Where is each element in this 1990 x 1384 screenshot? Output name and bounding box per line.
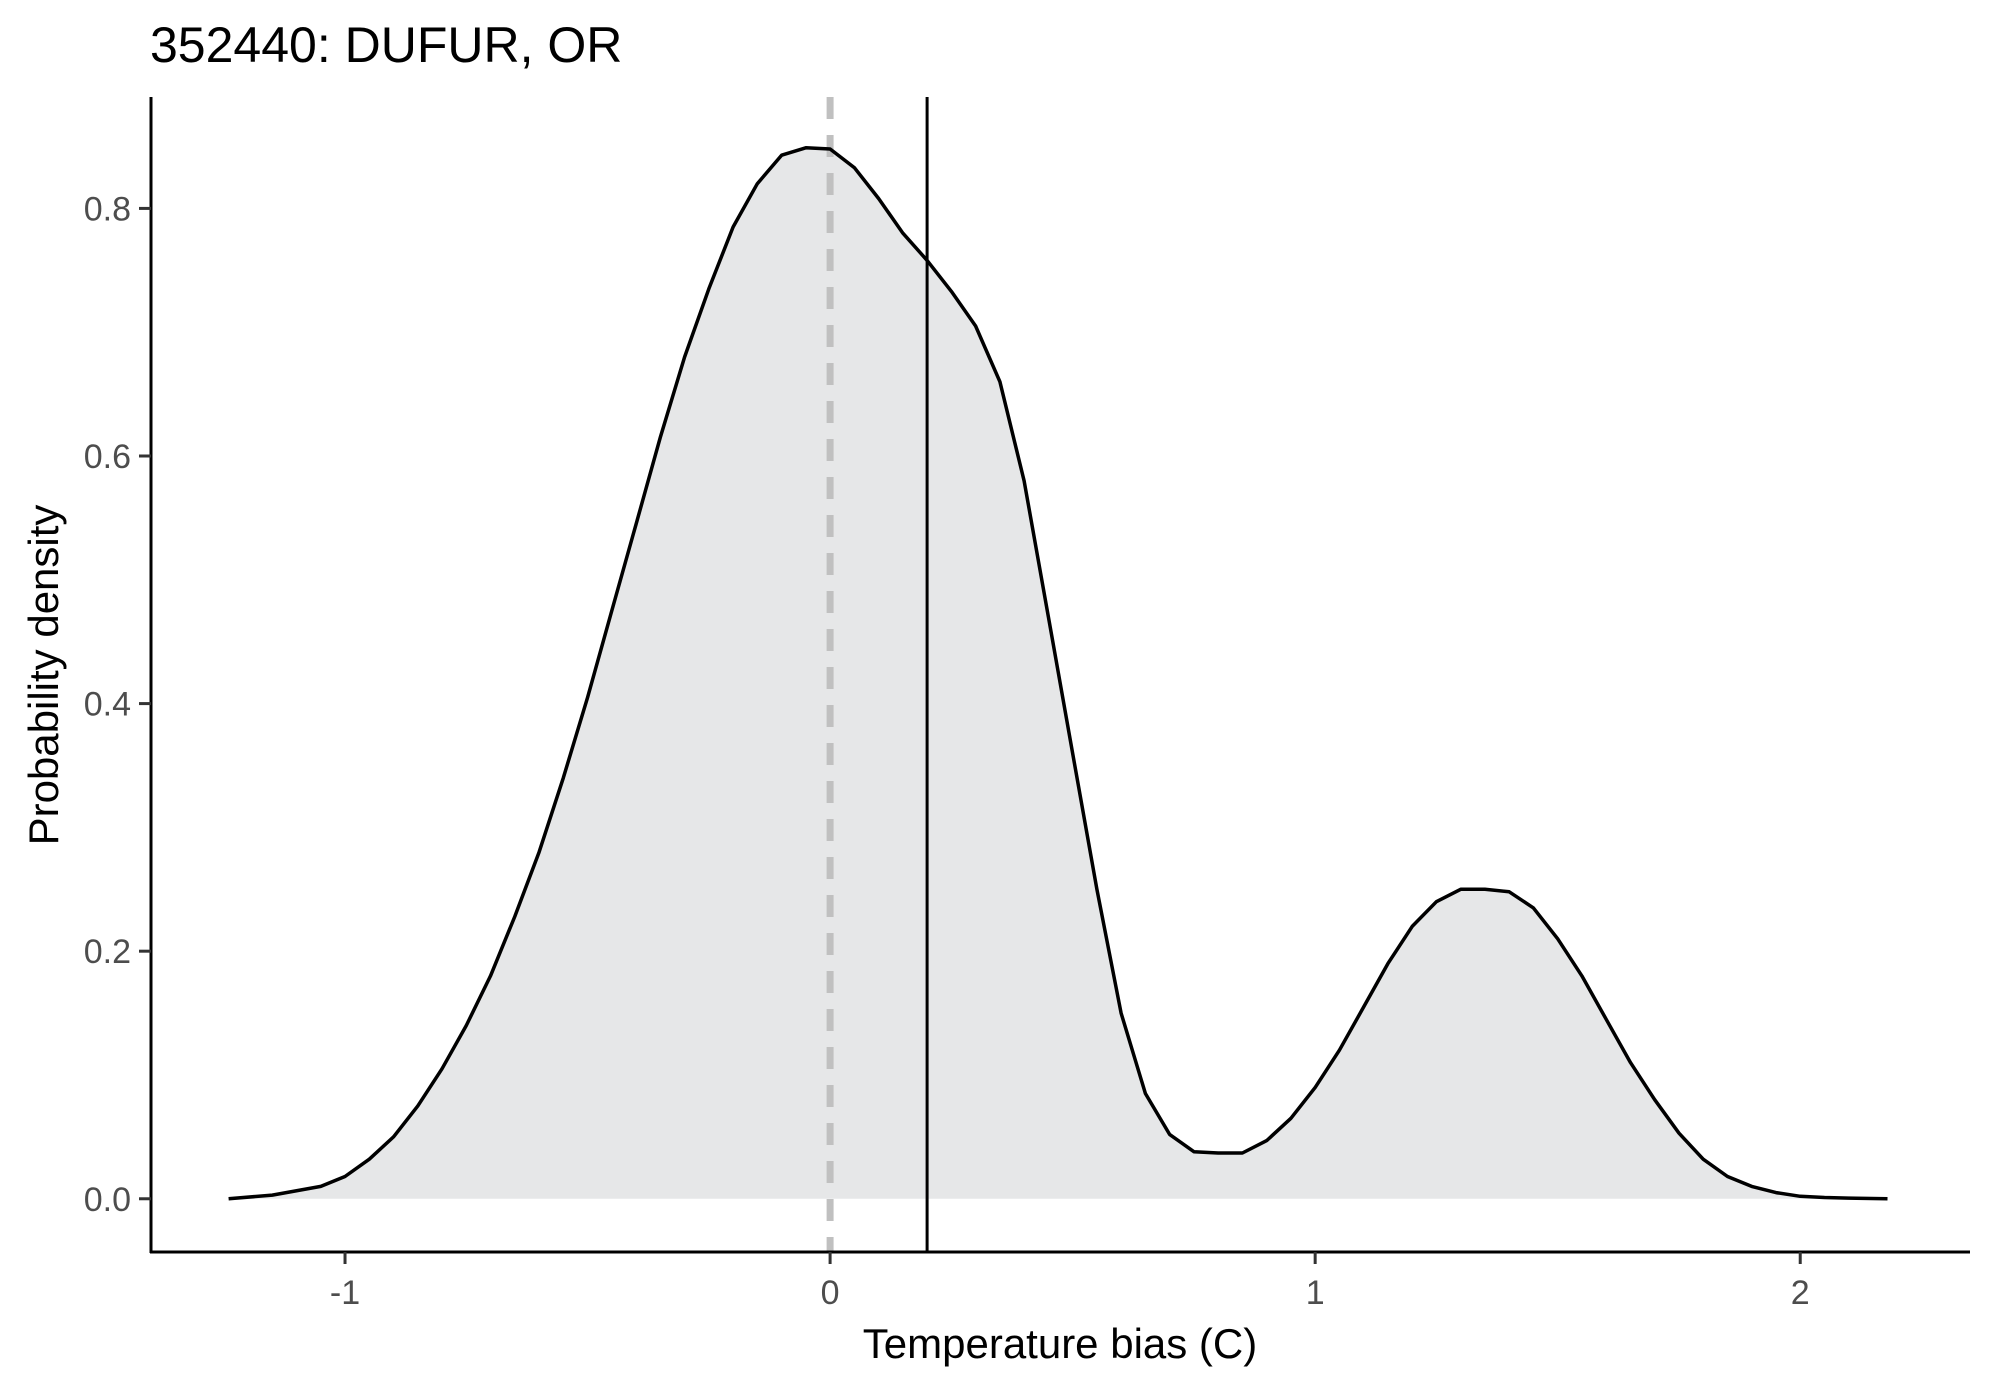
x-axis-title: Temperature bias (C): [863, 1320, 1257, 1367]
x-tick-label: 2: [1791, 1274, 1810, 1312]
y-tick-label: 0.0: [84, 1181, 131, 1219]
y-tick-label: 0.6: [84, 438, 131, 476]
x-tick-label: 0: [821, 1274, 840, 1312]
y-tick-label: 0.8: [84, 190, 131, 228]
y-axis-title: Probability density: [20, 505, 67, 846]
x-axis-ticks: -1 0 1 2: [330, 1252, 1810, 1312]
y-tick-label: 0.4: [84, 686, 131, 724]
density-curve: [228, 146, 1888, 1201]
y-axis-ticks: 0.0 0.2 0.4 0.6 0.8: [84, 190, 151, 1219]
plot-area: [228, 97, 1888, 1252]
y-tick-label: 0.2: [84, 933, 131, 971]
x-tick-label: -1: [330, 1274, 360, 1312]
chart-title: 352440: DUFUR, OR: [150, 17, 622, 73]
x-tick-label: 1: [1306, 1274, 1325, 1312]
